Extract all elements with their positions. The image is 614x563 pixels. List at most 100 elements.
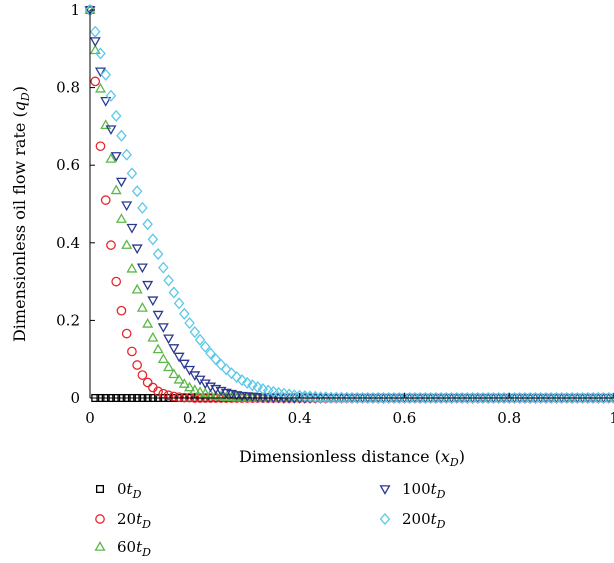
data-point-triangle-up [157, 353, 169, 364]
data-point-triangle-down [84, 6, 96, 16]
data-point-diamond [236, 374, 248, 387]
data-point-triangle-up [100, 119, 112, 130]
data-point-circle [90, 76, 101, 87]
y-tick-label: 0.8 [56, 79, 80, 97]
data-point-diamond [189, 326, 201, 339]
data-point-diamond [220, 363, 232, 376]
data-point-circle [163, 390, 174, 401]
data-point-triangle-down [136, 263, 148, 274]
data-point-diamond [110, 109, 122, 122]
data-point-triangle-up [131, 283, 143, 294]
data-point-triangle-down [100, 96, 112, 107]
data-point-triangle-up [184, 381, 196, 392]
x-tick-label: 0.8 [497, 409, 521, 427]
data-point-triangle-up [136, 302, 148, 312]
y-axis-label: Dimensionless oil flow rate (qD) [10, 86, 32, 342]
data-point-circle [132, 360, 143, 370]
data-point-circle [100, 195, 111, 205]
series-0t-markers [85, 5, 614, 403]
data-point-triangle-up [89, 44, 101, 55]
data-point-diamond [231, 371, 242, 384]
data-point-circle [168, 391, 179, 402]
data-point-diamond [205, 347, 216, 360]
data-point-diamond [210, 353, 222, 366]
data-point-triangle-down [152, 310, 164, 321]
x-tick-label: 0.6 [392, 409, 416, 427]
y-tick-label: 0.6 [56, 156, 80, 174]
data-point-diamond [116, 129, 127, 142]
x-tick-label: 1 [609, 409, 614, 427]
data-point-diamond [200, 340, 211, 353]
data-point-triangle-down [283, 394, 295, 404]
data-point-triangle-up [115, 213, 127, 223]
data-point-triangle-down [278, 394, 290, 404]
data-point-triangle-up [178, 378, 190, 388]
legend: 0tD 20tD 60tD 100tD 200tD [94, 480, 446, 559]
data-point-diamond [608, 391, 614, 405]
legend-label: 100tD [402, 480, 446, 501]
data-point-diamond [241, 376, 253, 389]
data-point-diamond [179, 307, 190, 320]
plot-markers [84, 3, 614, 405]
legend-label: 200tD [402, 510, 446, 531]
legend-label: 0tD [117, 480, 142, 501]
axes [89, 10, 614, 399]
data-point-triangle-down [131, 244, 143, 255]
series-20t-markers [85, 5, 614, 403]
data-point-triangle-down [121, 201, 133, 212]
data-point-diamond [247, 379, 258, 392]
data-point-triangle-up [105, 153, 117, 163]
data-point-diamond [184, 317, 195, 330]
legend-item: 100tD [379, 480, 446, 501]
data-point-triangle-down [178, 359, 190, 370]
legend-label: 20tD [117, 510, 151, 531]
data-point-triangle-down [105, 125, 117, 136]
series-200t-markers [84, 3, 614, 405]
data-point-circle [153, 386, 163, 397]
data-point-diamond [142, 218, 153, 231]
legend-item: 0tD [95, 480, 142, 501]
y-tick-label: 0.2 [56, 311, 80, 329]
data-point-circle [111, 276, 122, 287]
data-point-diamond [89, 25, 101, 38]
data-point-diamond [131, 185, 143, 198]
y-tick-label: 0 [70, 389, 80, 407]
data-point-triangle-up [210, 390, 222, 400]
data-point-triangle-up [194, 386, 206, 396]
data-point-diamond [121, 148, 132, 161]
x-ticks: 0 0.2 0.4 0.6 0.8 1 [85, 393, 614, 427]
data-point-triangle-up [94, 82, 107, 93]
data-point-diamond [194, 333, 206, 346]
data-point-triangle-up [168, 368, 180, 379]
data-point-circle [142, 377, 153, 388]
data-point-triangle-up [110, 184, 122, 195]
data-point-diamond [252, 381, 263, 394]
data-point-circle [158, 388, 169, 399]
data-point-triangle-up [215, 390, 227, 401]
data-point-diamond [226, 367, 237, 380]
data-point-triangle-down [199, 379, 211, 390]
y-tick-label: 1 [70, 1, 80, 19]
data-point-triangle-up [147, 331, 159, 342]
y-ticks: 0 0.2 0.4 0.6 0.8 1 [56, 1, 95, 407]
data-point-triangle-up [142, 317, 154, 328]
data-point-circle [121, 328, 132, 339]
data-point-triangle-up [126, 262, 138, 273]
data-point-triangle-down [184, 365, 196, 376]
data-point-triangle-up [220, 391, 232, 402]
data-point-triangle-down [142, 280, 154, 291]
data-point-diamond [168, 286, 180, 299]
data-point-triangle-up [163, 361, 175, 372]
data-point-triangle-down [168, 344, 180, 354]
x-tick-label: 0 [85, 409, 95, 427]
series-60t-markers [84, 4, 614, 402]
y-tick-label: 0.4 [56, 234, 80, 252]
legend-item: 20tD [95, 510, 151, 531]
data-point-diamond [158, 261, 169, 274]
data-point-triangle-down [115, 177, 127, 188]
x-tick-label: 0.4 [288, 409, 312, 427]
data-point-circle [95, 141, 106, 152]
data-point-triangle-up [121, 239, 133, 249]
data-point-triangle-up [225, 391, 238, 402]
